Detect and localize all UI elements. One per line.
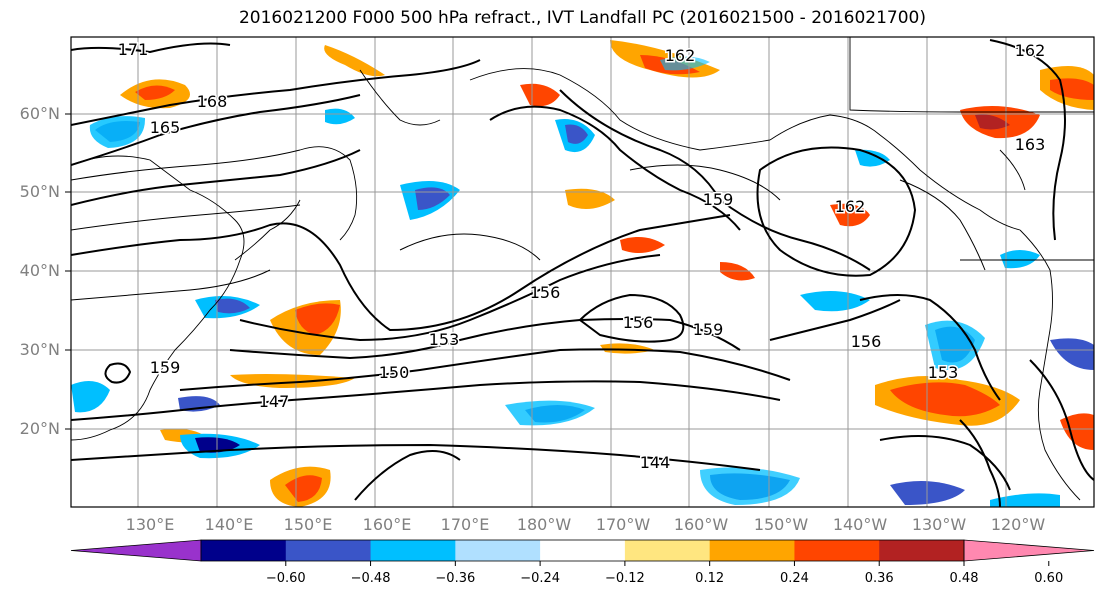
contour-label: 153 (429, 330, 460, 349)
lon-label: 140°W (832, 515, 888, 534)
colorbar-tick-label: 0.12 (695, 571, 725, 586)
shade-patch (925, 320, 985, 370)
colorbar-tick-label: −0.60 (265, 571, 306, 586)
shade-patch (1050, 338, 1094, 370)
contour-label: 159 (693, 320, 724, 339)
shade-patch (71, 381, 110, 413)
graticule (71, 37, 1094, 507)
contour-label: 159 (703, 190, 734, 209)
shade-patch (830, 203, 870, 227)
shade-patch (89, 116, 146, 148)
contour-labels: 171 168 165 162 162 163 159 162 156 156 159 153 156 1… (116, 39, 1047, 474)
shade-patch (890, 382, 1000, 417)
lon-label: 140°E (204, 515, 254, 534)
shade-patch (1000, 250, 1040, 269)
lon-label: 150°E (283, 515, 333, 534)
colorbar-tick-label: 0.60 (1034, 571, 1064, 586)
lon-label: 130°E (125, 515, 175, 534)
colorbar-tick-label: −0.24 (520, 571, 561, 586)
shade-patch (700, 467, 800, 505)
plot-frame (70, 36, 1095, 508)
lat-label: 40°N (19, 261, 60, 280)
contour-label: 171 (118, 40, 149, 59)
contour-label: 159 (150, 358, 181, 377)
refractivity-contours (71, 39, 1094, 507)
colorbar-tick-label: 0.48 (949, 571, 979, 586)
shade-patch (215, 298, 250, 314)
lat-label: 60°N (19, 104, 60, 123)
shade-patch (660, 56, 710, 71)
lon-label: 170°W (595, 515, 651, 534)
shade-patch (415, 187, 450, 210)
coastlines (71, 37, 1094, 501)
lat-label: 20°N (19, 419, 60, 438)
colorbar-tick-label: −0.12 (604, 571, 645, 586)
shade-patch (855, 149, 890, 167)
lat-label: 50°N (19, 182, 60, 201)
colorbar-tick-label: 0.24 (779, 571, 809, 586)
shade-patch (565, 188, 615, 209)
contour-label: 144 (640, 453, 671, 472)
shade-patch (520, 83, 560, 107)
shade-patch (325, 108, 355, 125)
contour-label: 150 (379, 363, 410, 382)
colorbar-tick-label: −0.48 (350, 571, 391, 586)
shade-patch (285, 475, 322, 502)
contour-label: 156 (530, 283, 561, 302)
lon-label: 180°W (516, 515, 572, 534)
lon-label: 150°W (753, 515, 809, 534)
lat-label: 30°N (19, 340, 60, 359)
contour-label: 168 (197, 92, 228, 111)
secondary-contours (71, 149, 986, 301)
colorbar-tick-label: −0.36 (435, 571, 476, 586)
contour-label: 153 (928, 363, 959, 382)
contour-label: 163 (1015, 135, 1046, 154)
map-title: 2016021200 F000 500 hPa refract., IVT La… (238, 8, 926, 28)
shade-patch (990, 493, 1060, 507)
lon-label: 130°W (911, 515, 967, 534)
colorbar-tick-label: 0.36 (864, 571, 894, 586)
lon-label: 120°W (990, 515, 1046, 534)
contour-label: 162 (1015, 41, 1046, 60)
contour-label: 162 (835, 197, 866, 216)
shade-patch (505, 400, 595, 426)
contour-label: 156 (851, 332, 882, 351)
contour-label: 147 (259, 392, 290, 411)
shade-patch (324, 45, 385, 77)
lon-label: 160°W (673, 515, 729, 534)
lon-label: 170°E (440, 515, 490, 534)
contour-label: 162 (665, 46, 696, 65)
contour-label: 165 (150, 118, 181, 137)
lon-label: 160°E (362, 515, 412, 534)
shade-patch (295, 303, 340, 335)
shade-patch (135, 85, 175, 100)
shade-patch (975, 114, 1010, 130)
shade-patch (565, 124, 588, 144)
shade-patch (800, 291, 870, 312)
shade-patch (620, 236, 665, 254)
contour-label: 156 (623, 313, 654, 332)
